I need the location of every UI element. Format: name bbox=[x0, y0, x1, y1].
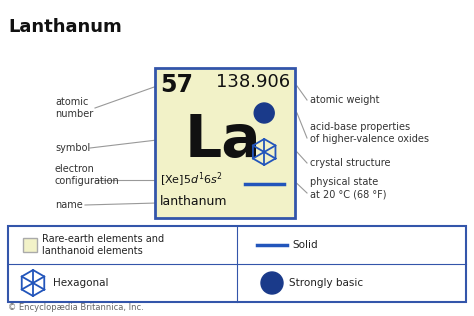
Text: Solid: Solid bbox=[292, 240, 318, 250]
Text: physical state
at 20 °C (68 °F): physical state at 20 °C (68 °F) bbox=[310, 177, 386, 199]
Bar bbox=[155, 68, 295, 218]
Circle shape bbox=[254, 103, 274, 123]
Text: Hexagonal: Hexagonal bbox=[53, 278, 109, 288]
Text: atomic weight: atomic weight bbox=[310, 95, 380, 105]
Text: acid-base properties
of higher-valence oxides: acid-base properties of higher-valence o… bbox=[310, 122, 429, 144]
Text: Lanthanum: Lanthanum bbox=[8, 18, 122, 36]
Text: [Xe]5$d^1$6$s^2$: [Xe]5$d^1$6$s^2$ bbox=[160, 171, 223, 189]
Text: symbol: symbol bbox=[55, 143, 90, 153]
Text: atomic
number: atomic number bbox=[55, 97, 93, 119]
Text: Rare-earth elements and
lanthanoid elements: Rare-earth elements and lanthanoid eleme… bbox=[42, 234, 164, 256]
Text: 57: 57 bbox=[160, 73, 193, 97]
Bar bbox=[23, 238, 37, 252]
Text: name: name bbox=[55, 200, 83, 210]
Text: La: La bbox=[185, 112, 262, 168]
Text: Strongly basic: Strongly basic bbox=[289, 278, 363, 288]
Text: crystal structure: crystal structure bbox=[310, 158, 391, 168]
Circle shape bbox=[261, 272, 283, 294]
Text: electron
configuration: electron configuration bbox=[55, 164, 120, 186]
Text: lanthanum: lanthanum bbox=[160, 195, 228, 208]
Text: 138.906: 138.906 bbox=[216, 73, 290, 91]
Bar bbox=[8, 226, 466, 302]
Text: © Encyclopædia Britannica, Inc.: © Encyclopædia Britannica, Inc. bbox=[8, 303, 144, 312]
